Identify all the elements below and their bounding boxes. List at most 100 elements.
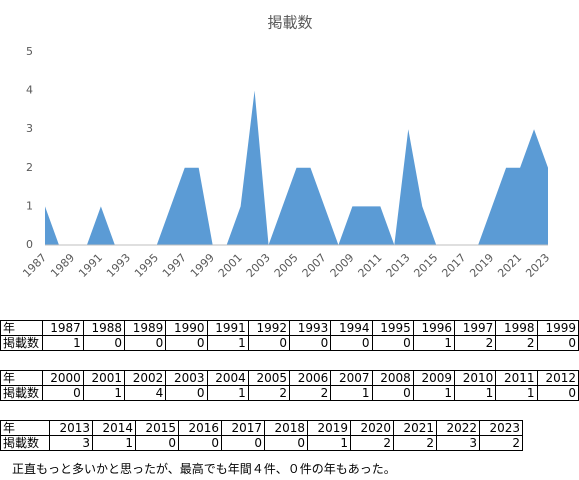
table-cell: 掲載数 [0,435,50,451]
table-cell: 0 [330,335,373,351]
chart-title: 掲載数 [267,14,312,32]
table-cell: 0 [178,435,222,451]
table-cell: 2011 [495,370,538,386]
table-cell: 2 [393,435,437,451]
table-cell: 1991 [206,320,249,336]
table-cell: 0 [536,335,579,351]
table-cell: 0 [247,335,291,351]
table-cell: 1998 [495,320,538,336]
table-cell: 3 [49,435,93,451]
y-tick-label: 5 [26,45,33,58]
table-cell: 0 [371,335,414,351]
table-row: 年 2000 2001 2002 2003 2004 2005 2006 2007 2008 200… [0,370,579,386]
table-cell: 2003 [165,370,208,386]
table-cell: 2004 [206,370,249,386]
table-cell: 0 [82,335,126,351]
x-tick-label: 2011 [356,251,385,280]
data-table: 年 2000 2001 2002 2003 2004 2005 2006 2007 2008 200… [0,370,579,401]
table-cell: 0 [124,335,167,351]
table-cell: 1 [330,385,373,401]
table-cell: 1 [206,335,249,351]
table-cell: 0 [41,385,84,401]
table-cell: 0 [221,435,265,451]
table-cell: 年 [0,320,43,336]
table-cell: 2005 [247,370,291,386]
table-cell: 2006 [289,370,332,386]
table-row: 掲載数 3 1 0 0 0 0 1 2 2 3 2 [0,435,523,451]
x-tick-label: 1993 [104,251,133,280]
y-tick-label: 2 [26,161,33,174]
table-cell: 2019 [307,420,351,436]
table-cell: 2013 [49,420,93,436]
x-tick-label: 2021 [495,251,524,280]
table-cell: 2 [350,435,394,451]
table-cell: 2008 [371,370,414,386]
table-cell: 2023 [479,420,523,436]
table-cell: 2020 [350,420,394,436]
table-cell: 2015 [135,420,179,436]
table-cell: 1 [412,335,456,351]
x-tick-label: 2001 [216,251,245,280]
x-tick-label: 2017 [439,251,468,280]
table-cell: 年 [0,370,43,386]
table-cell: 0 [165,385,208,401]
table-cell: 0 [536,385,579,401]
table-cell: 2012 [536,370,579,386]
table-cell: 2007 [330,370,373,386]
table-cell: 1987 [41,320,84,336]
table-cell: 2009 [412,370,456,386]
table-cell: 3 [436,435,480,451]
table-cell: 1 [454,385,497,401]
x-tick-label: 2005 [272,251,301,280]
table-cell: 0 [165,335,208,351]
table-cell: 1 [82,385,126,401]
table-cell: 0 [135,435,179,451]
table-cell: 1990 [165,320,208,336]
table-cell: 0 [371,385,414,401]
table-cell: 2010 [454,370,497,386]
x-tick-label: 1997 [160,251,189,280]
x-tick-label: 2009 [328,251,357,280]
table-cell: 1 [206,385,249,401]
x-tick-label: 1991 [76,251,105,280]
table-cell: 2 [495,335,538,351]
table-cell: 1994 [330,320,373,336]
table-cell: 2018 [264,420,308,436]
table-cell: 掲載数 [0,335,43,351]
table-cell: 2002 [124,370,167,386]
table-cell: 1 [92,435,136,451]
table-cell: 2 [289,385,332,401]
chart: 掲載数 012345198719891991199319951997199920… [20,14,552,281]
table-cell: 1993 [289,320,332,336]
y-tick-label: 0 [26,238,33,251]
table-cell: 2001 [82,370,126,386]
x-tick-label: 1987 [20,251,49,280]
x-tick-label: 1989 [48,251,77,280]
table-cell: 1 [495,385,538,401]
table-cell: 2000 [41,370,84,386]
table-cell: 1995 [371,320,414,336]
table-cell: 年 [0,420,50,436]
table-cell: 1999 [536,320,579,336]
table-cell: 1996 [412,320,456,336]
x-tick-label: 2023 [523,251,552,280]
table-cell: 掲載数 [0,385,43,401]
area [45,90,548,245]
y-tick-label: 1 [26,199,33,212]
table-cell: 2014 [92,420,136,436]
x-tick-label: 2007 [300,251,329,280]
table-cell: 0 [289,335,332,351]
table-cell: 2021 [393,420,437,436]
y-tick-label: 4 [26,84,33,97]
table-cell: 2 [454,335,497,351]
table-cell: 2016 [178,420,222,436]
x-tick-label: 2013 [384,251,413,280]
table-cell: 1 [412,385,456,401]
y-tick-label: 3 [26,122,33,135]
table-cell: 1 [41,335,84,351]
table-row: 年 1987 1988 1989 1990 1991 1992 1993 1994 1995 199… [0,320,579,336]
table-cell: 4 [124,385,167,401]
data-table: 年 1987 1988 1989 1990 1991 1992 1993 1994 1995 199… [0,320,579,351]
table-cell: 0 [264,435,308,451]
